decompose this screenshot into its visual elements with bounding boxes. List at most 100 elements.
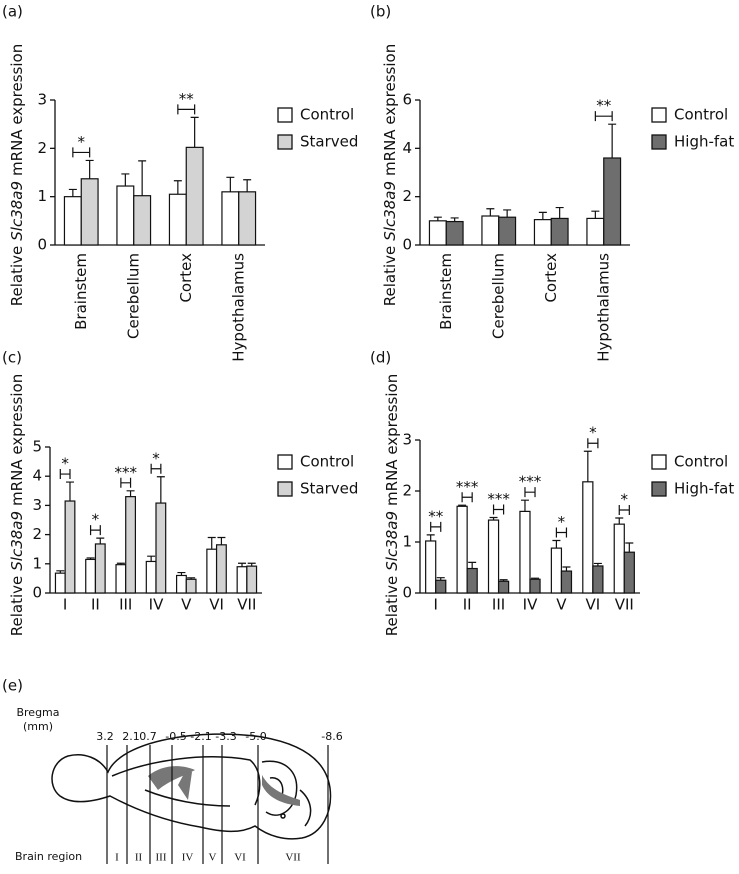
legend-label: Control: [674, 453, 728, 471]
significance-bracket: [150, 463, 162, 474]
region-numeral: I: [115, 852, 119, 864]
region-numeral: II: [135, 852, 143, 864]
x-tick-label: Brainstem: [437, 253, 455, 330]
y-tick-label: 2: [402, 187, 412, 205]
bar: [155, 502, 167, 594]
error-bar: [591, 210, 600, 219]
x-tick-label: V: [556, 596, 567, 614]
y-axis-label-part: mRNA expression: [8, 44, 26, 176]
bar: [435, 579, 447, 594]
panel-label: (c): [2, 349, 22, 367]
significance-label: *: [621, 491, 629, 509]
bar: [456, 505, 468, 594]
legend-swatch: [277, 481, 293, 497]
bar: [445, 220, 464, 246]
significance-label: **: [596, 97, 612, 115]
y-axis-label-part: Slc38a9: [8, 181, 26, 241]
bar: [221, 191, 240, 246]
legend-label: Control: [300, 453, 354, 471]
significance-bracket: [89, 525, 101, 536]
significance-label: *: [152, 449, 160, 467]
bregma-value: -3.3: [215, 730, 236, 743]
error-bar: [450, 217, 459, 222]
error-bar: [468, 561, 477, 569]
x-tick-label: III: [119, 596, 132, 614]
legend-label: High-fat: [674, 133, 734, 151]
legend-swatch: [277, 107, 293, 123]
panel-label: (b): [370, 3, 391, 21]
bregma-value: -8.6: [321, 730, 342, 743]
significance-bracket: [492, 504, 505, 515]
error-bar: [65, 481, 74, 502]
significance-bracket: [587, 438, 599, 449]
x-tick-label: VII: [615, 596, 634, 614]
bar: [80, 178, 99, 246]
y-axis-label-part: Relative: [8, 246, 26, 307]
y-axis-label-part: Relative: [381, 246, 399, 307]
bar: [175, 574, 187, 594]
y-tick-label: 2: [402, 482, 412, 500]
error-bar: [217, 536, 226, 545]
bregma-value: -5.0: [245, 730, 266, 743]
error-bar: [489, 516, 498, 521]
panel-label: (a): [2, 3, 23, 21]
legend-swatch: [651, 134, 667, 150]
bar: [236, 566, 248, 594]
y-tick-label: 0: [402, 236, 412, 254]
bar: [246, 565, 258, 594]
y-tick-label: 0: [32, 584, 42, 602]
brain-region-shade: [148, 766, 300, 806]
error-bar: [190, 116, 199, 148]
brain-diagram: [51, 733, 332, 840]
y-axis-label-part: Slc38a9: [8, 511, 26, 571]
error-bar: [173, 180, 182, 195]
error-bar: [96, 537, 105, 544]
bar: [498, 216, 517, 246]
bar: [125, 496, 137, 594]
y-tick-label: 1: [37, 187, 47, 205]
error-bar: [538, 211, 547, 220]
panel-label: (d): [370, 349, 391, 367]
y-tick-label: 4: [32, 467, 42, 485]
bar: [94, 543, 106, 594]
y-tick-label: 3: [402, 431, 412, 449]
bregma-value: 3.2: [96, 730, 114, 743]
significance-bracket: [59, 469, 71, 480]
bregma-value: 0.7: [139, 730, 157, 743]
y-tick-label: 1: [402, 533, 412, 551]
error-bar: [503, 209, 512, 218]
significance-bracket: [120, 477, 132, 488]
significance-label: *: [92, 511, 100, 529]
x-tick-label: IV: [149, 596, 164, 614]
x-tick-label: Cerebellum: [124, 253, 142, 339]
x-tick-label: VI: [209, 596, 224, 614]
y-axis-label-part: Relative: [8, 576, 26, 637]
bar: [586, 217, 605, 246]
error-bar: [583, 450, 592, 482]
y-tick-label: 5: [32, 438, 42, 456]
bregma-value: 2.1: [122, 730, 140, 743]
y-tick-label: 2: [37, 139, 47, 157]
legend-label: Starved: [300, 480, 358, 498]
brain-outline: [51, 733, 332, 840]
y-tick-label: 0: [37, 236, 47, 254]
bar: [519, 510, 531, 594]
error-bar: [177, 571, 186, 576]
region-numeral: VI: [234, 852, 246, 864]
error-bar: [116, 562, 125, 565]
error-bar: [426, 534, 435, 541]
error-bar: [247, 562, 256, 567]
region-numeral: V: [209, 852, 217, 864]
legend-label: Starved: [300, 133, 358, 151]
significance-label: ***: [519, 473, 542, 491]
y-axis-label-part: Slc38a9: [381, 181, 399, 241]
error-bar: [499, 579, 508, 582]
error-bar: [126, 490, 135, 497]
error-bar: [121, 173, 130, 187]
significance-label: **: [179, 90, 195, 108]
y-axis-label: Relative Slc38a9 mRNA expression: [381, 44, 399, 306]
y-tick-label: 0: [402, 584, 412, 602]
error-bar: [458, 504, 467, 507]
y-axis-label: Relative Slc38a9 mRNA expression: [8, 374, 26, 636]
